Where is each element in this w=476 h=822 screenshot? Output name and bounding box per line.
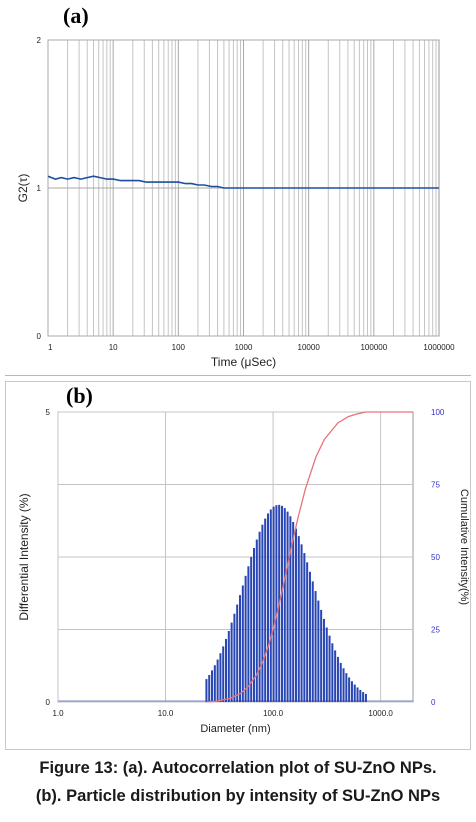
x-tick-label: 1000 (235, 343, 253, 352)
distribution-bar (261, 524, 264, 702)
distribution-bar (356, 687, 359, 702)
distribution-bar (222, 646, 225, 702)
distribution-bar (303, 553, 306, 702)
y-tick-label: 5 (46, 408, 51, 417)
x-tick-label: 1000000 (423, 343, 455, 352)
y-axis-label: G2(τ) (16, 174, 30, 203)
x-axis-label: Diameter (nm) (200, 723, 270, 735)
distribution-bar (219, 653, 222, 702)
y-tick-label: 1 (37, 184, 42, 193)
x-tick-label: 1000.0 (368, 709, 393, 718)
distribution-bar (208, 675, 211, 702)
panel-label-b: (b) (66, 383, 93, 408)
distribution-bar (350, 681, 353, 702)
particle-distribution-chart: 1.0 10.0 100.0 1000.0 0 25 50 75 100 0 5 Diameter (… (17, 408, 470, 735)
distribution-bar (297, 536, 300, 702)
x-tick-label: 1.0 (52, 709, 64, 718)
distribution-bar (233, 613, 236, 702)
y2-tick-label: 25 (431, 626, 440, 635)
x-tick-label: 1 (48, 343, 53, 352)
distribution-bar (244, 575, 247, 702)
distribution-bar (255, 539, 258, 702)
y-tick-label: 0 (46, 698, 51, 707)
particle-distribution-panel: (b) 1.0 10.0 100.0 1000.0 0 25 50 75 100 0 5 Diamet… (5, 381, 471, 750)
x-tick-label: 10.0 (158, 709, 174, 718)
y-tick-label: 2 (37, 36, 42, 45)
distribution-bar (272, 506, 275, 702)
x-axis-label: Time (μSec) (211, 355, 276, 369)
distribution-bar (345, 673, 348, 702)
distribution-bar (311, 581, 314, 702)
distribution-bar (275, 505, 278, 702)
g2-series-line (47, 175, 439, 189)
y-tick-label: 0 (37, 332, 42, 341)
distribution-bar (225, 638, 228, 702)
distribution-bar (283, 508, 286, 702)
distribution-bar (213, 665, 216, 702)
y2-tick-label: 75 (431, 481, 440, 490)
distribution-bar (247, 566, 250, 702)
distribution-bar (289, 516, 292, 702)
distribution-bar (294, 528, 297, 702)
distribution-bar (328, 635, 331, 702)
distribution-bar (211, 670, 214, 702)
distribution-bar (216, 659, 219, 702)
distribution-bar (286, 511, 289, 702)
distribution-bar (353, 684, 356, 702)
distribution-bar (241, 585, 244, 702)
figure-caption-line-2: (b). Particle distribution by intensity … (35, 787, 441, 805)
distribution-bar (250, 556, 253, 702)
distribution-bar (320, 609, 323, 702)
distribution-bar (306, 562, 309, 702)
figure-caption-line-1: Figure 13: (a). Autocorrelation plot of … (39, 759, 437, 777)
distribution-bar (252, 547, 255, 702)
autocorrelation-panel: (a) 0 1 2 1 10 100 1000 10000 100000 1000000 Time … (5, 3, 471, 376)
distribution-bar (292, 521, 295, 702)
distribution-bar (280, 505, 283, 702)
distribution-bar (339, 662, 342, 702)
distribution-bar (334, 650, 337, 702)
y2-tick-label: 0 (431, 698, 436, 707)
distribution-bar (266, 513, 269, 702)
x-tick-label: 100000 (360, 343, 387, 352)
distribution-bar (300, 544, 303, 702)
x-tick-label: 10 (109, 343, 118, 352)
distribution-bar (364, 693, 367, 702)
panel-label-a: (a) (63, 3, 89, 28)
cumulative-curve (206, 411, 413, 703)
distribution-bar (325, 627, 328, 702)
distribution-bar (331, 643, 334, 702)
y2-tick-label: 50 (431, 553, 440, 562)
distribution-bar (258, 531, 261, 702)
distribution-bar (336, 656, 339, 702)
distribution-bar (236, 604, 239, 702)
distribution-bar (314, 591, 317, 702)
distribution-bar (317, 600, 320, 702)
y2-axis-label: Cumulative Intensity(%) (458, 489, 470, 605)
distribution-bar (264, 518, 267, 702)
distribution-bar (362, 692, 365, 702)
distribution-bar (322, 618, 325, 702)
x-tick-label: 100.0 (263, 709, 284, 718)
distribution-bar (359, 689, 362, 702)
distribution-bar (230, 622, 233, 702)
distribution-bar (308, 571, 311, 702)
distribution-bar (239, 595, 242, 702)
distribution-bar (269, 509, 272, 702)
distribution-bar (205, 679, 208, 702)
distribution-bar (342, 668, 345, 702)
x-tick-label: 10000 (298, 343, 321, 352)
distribution-bar (227, 631, 230, 702)
distribution-bar (348, 677, 351, 702)
y-axis-label: Differential Intensity (%) (17, 493, 31, 620)
x-tick-label: 100 (172, 343, 186, 352)
y2-tick-label: 100 (431, 408, 445, 417)
